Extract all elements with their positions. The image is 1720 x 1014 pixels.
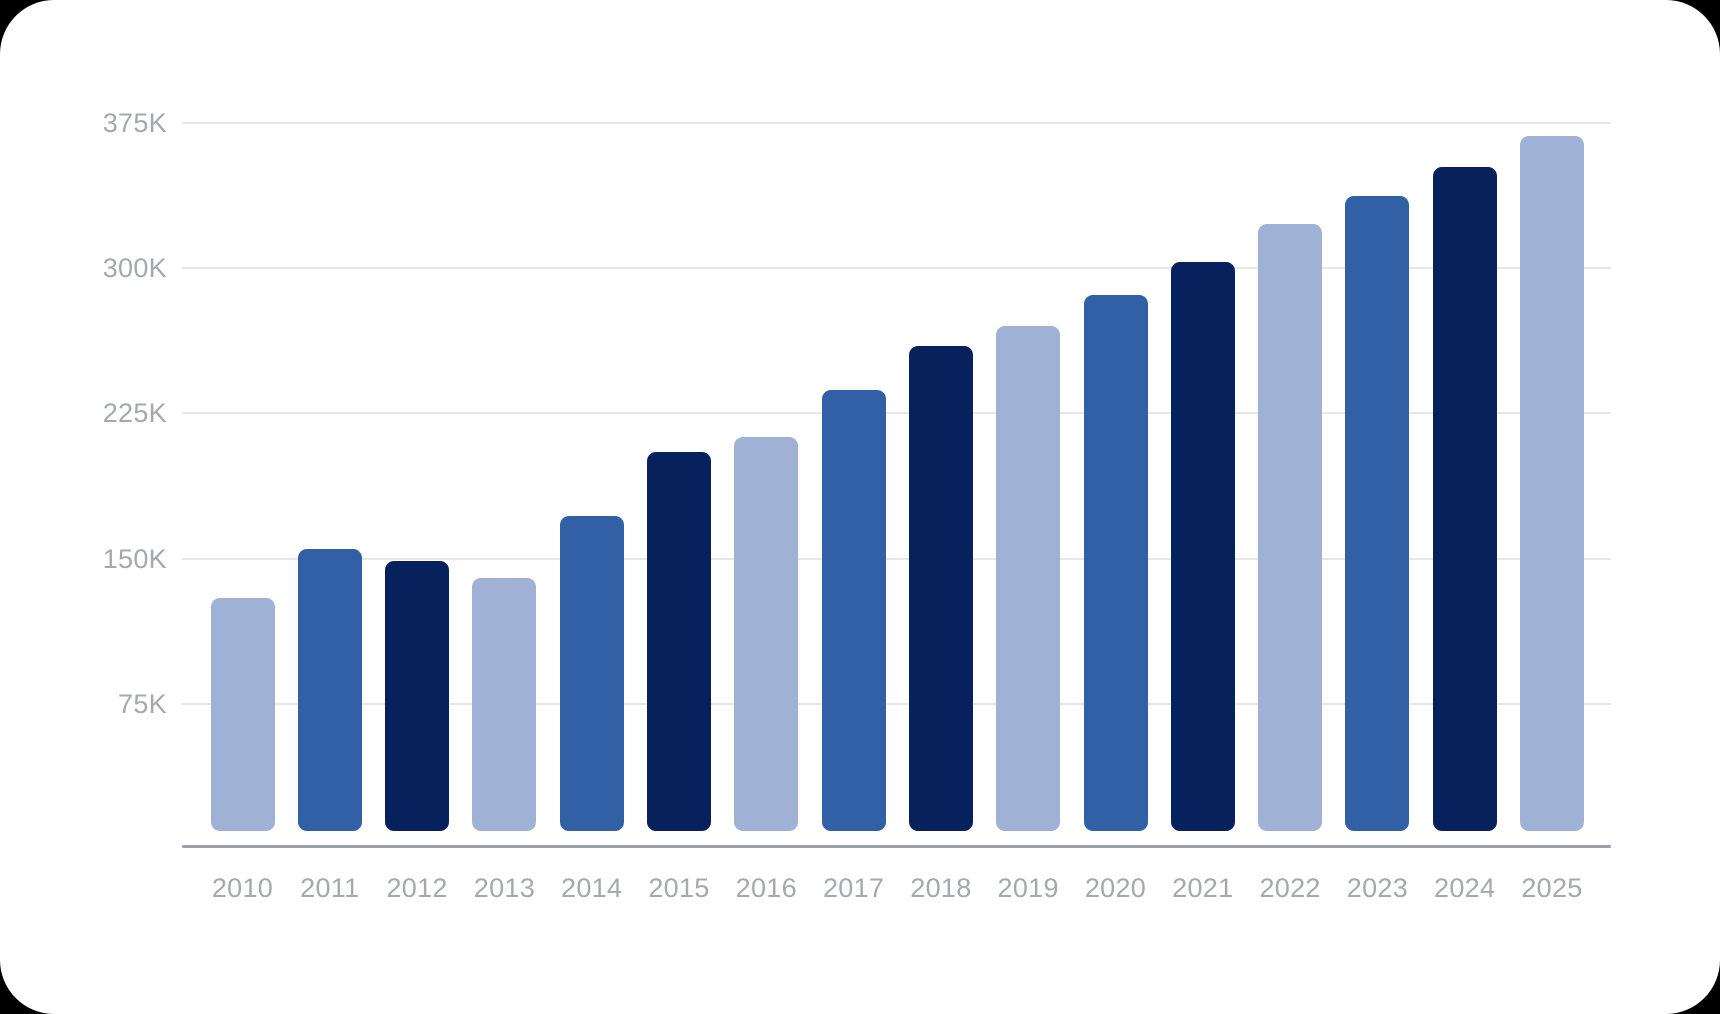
x-tick-label-2023: 2023: [1346, 873, 1409, 903]
y-tick-label-75k: 75K: [118, 689, 167, 720]
x-tick-label-2024: 2024: [1434, 873, 1496, 903]
x-tick-label-2021: 2021: [1172, 873, 1234, 903]
bar-2018: [908, 345, 973, 831]
bar-2010: [210, 597, 275, 831]
gridline-300k: [182, 267, 1611, 270]
x-tick-label-2019: 2019: [997, 873, 1059, 903]
x-tick-label-2017: 2017: [822, 873, 885, 903]
gridline-150k: [182, 557, 1611, 560]
bar-2023: [1345, 196, 1410, 831]
bar-2021: [1170, 262, 1235, 831]
x-tick-label-2016: 2016: [735, 873, 797, 903]
bar-2012: [385, 560, 450, 831]
x-axis-line: [182, 845, 1611, 848]
gridline-225k: [182, 412, 1611, 415]
y-tick-label-375k: 375K: [102, 107, 167, 138]
bar-2022: [1258, 223, 1323, 831]
bar-2016: [734, 436, 799, 831]
bar-2015: [647, 452, 711, 831]
gridline-75k: [182, 703, 1611, 706]
y-tick-label-300k: 300K: [102, 253, 167, 284]
y-tick-label-225k: 225K: [102, 398, 167, 429]
bar-2013: [472, 578, 537, 831]
x-tick-label-2022: 2022: [1259, 873, 1321, 903]
x-tick-label-2010: 2010: [211, 873, 274, 903]
bar-2011: [297, 549, 362, 831]
bar-2014: [559, 516, 624, 831]
x-tick-label-2018: 2018: [910, 873, 972, 903]
bar-2019: [996, 326, 1061, 831]
bar-2024: [1432, 167, 1497, 831]
bar-2017: [821, 390, 886, 831]
bar-2020: [1083, 295, 1148, 831]
gridline-375k: [182, 121, 1611, 124]
y-tick-label-150k: 150K: [102, 543, 167, 574]
x-tick-label-2014: 2014: [561, 873, 623, 903]
x-tick-label-2012: 2012: [386, 873, 448, 903]
x-tick-label-2015: 2015: [648, 873, 710, 903]
x-tick-label-2013: 2013: [473, 873, 536, 903]
bar-2025: [1520, 136, 1584, 831]
x-tick-label-2020: 2020: [1084, 873, 1147, 903]
x-tick-label-2011: 2011: [300, 873, 360, 903]
x-tick-label-2025: 2025: [1521, 873, 1583, 903]
